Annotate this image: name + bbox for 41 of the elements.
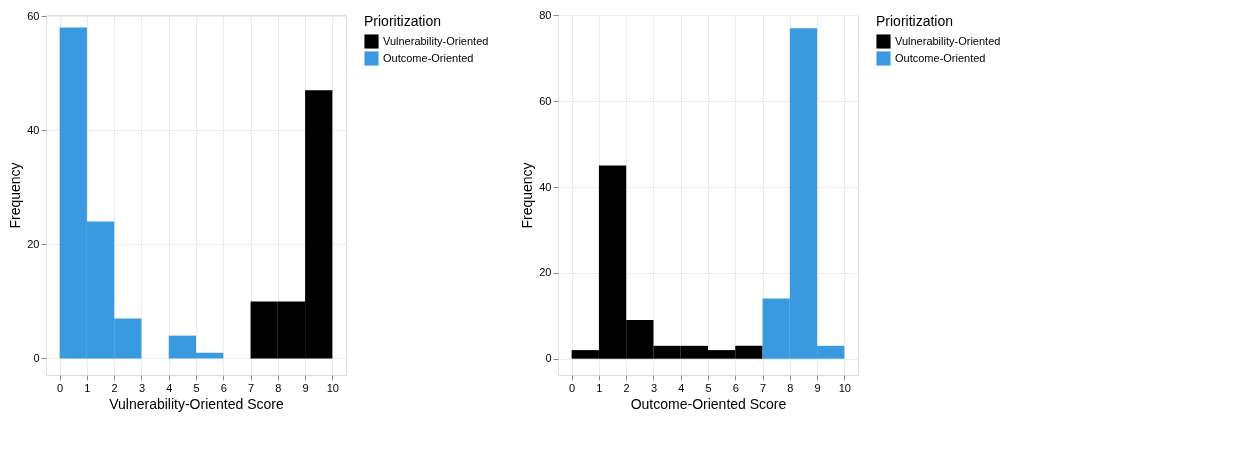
y-tick-label: 20: [27, 237, 40, 250]
y-tick-label: 60: [539, 94, 552, 107]
x-tick-label: 10: [326, 381, 339, 394]
x-tick-label: 7: [247, 381, 255, 394]
x-tick-label: 10: [838, 381, 851, 394]
y-tick-label: 0: [545, 352, 552, 365]
x-tick-label: 6: [220, 381, 227, 394]
x-tick-label: 4: [166, 381, 173, 394]
legend-label: Outcome-Oriented: [383, 51, 474, 64]
x-tick-label: 1: [84, 381, 91, 394]
x-tick-label: 9: [814, 381, 821, 394]
x-tick-label: 6: [732, 381, 739, 394]
y-axis-title: Frequency: [519, 162, 536, 229]
legend-title: Prioritization: [876, 13, 954, 29]
legend-label: Vulnerability-Oriented: [895, 34, 1001, 47]
y-tick-label: 20: [539, 266, 552, 279]
x-tick-label: 4: [678, 381, 685, 394]
x-tick-label: 0: [569, 381, 576, 394]
x-tick-label: 9: [302, 381, 309, 394]
x-tick-label: 8: [787, 381, 794, 394]
y-tick-label: 0: [33, 351, 40, 364]
x-tick-label: 8: [275, 381, 282, 394]
x-tick-label: 3: [650, 381, 658, 394]
x-tick-label: 3: [138, 381, 146, 394]
y-axis-title: Frequency: [7, 162, 24, 229]
x-tick-label: 0: [57, 381, 64, 394]
x-tick-label: 2: [111, 381, 118, 394]
y-tick-label: 40: [27, 123, 40, 136]
x-tick-label: 1: [596, 381, 603, 394]
x-tick-label: 5: [193, 381, 200, 394]
legend-label: Outcome-Oriented: [895, 51, 986, 64]
x-tick-label: 5: [705, 381, 712, 394]
legend-title: Prioritization: [364, 13, 442, 29]
x-tick-label: 7: [759, 381, 767, 394]
x-axis-title: Vulnerability-Oriented Score: [109, 395, 284, 412]
legend-label: Vulnerability-Oriented: [383, 34, 489, 47]
x-tick-label: 2: [623, 381, 630, 394]
y-tick-label: 60: [27, 9, 40, 22]
y-tick-label: 80: [539, 8, 552, 21]
y-tick-label: 40: [539, 180, 552, 193]
x-axis-title: Outcome-Oriented Score: [630, 395, 787, 412]
